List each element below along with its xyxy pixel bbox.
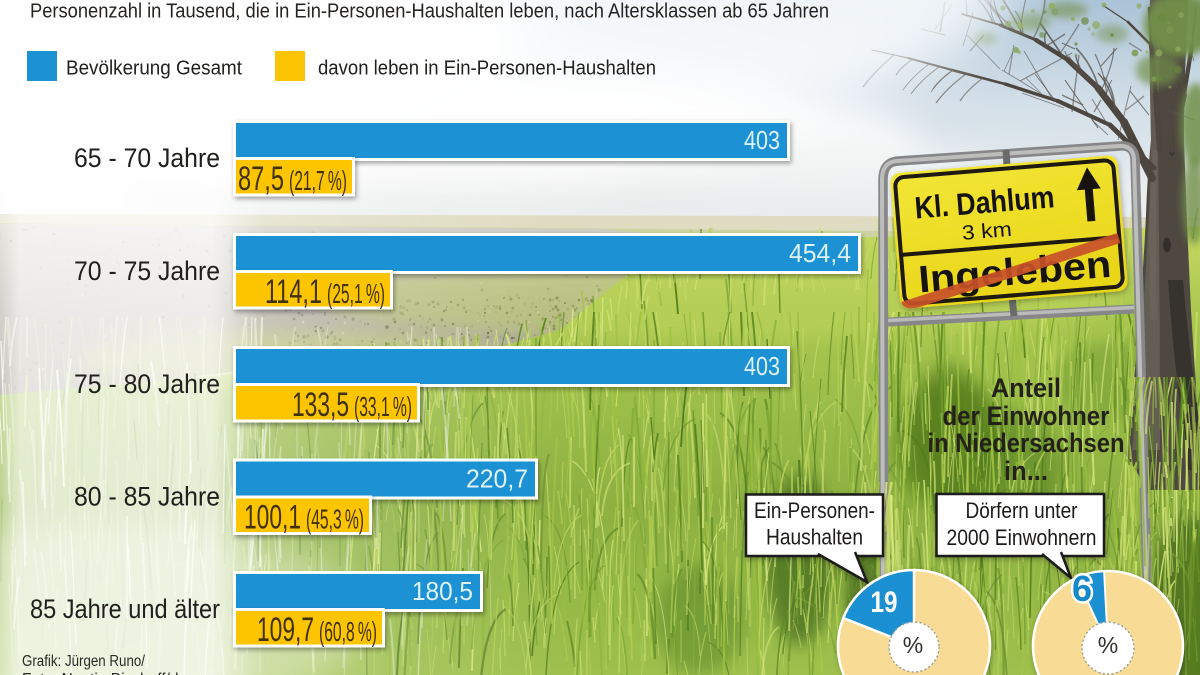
- svg-text:403: 403: [744, 125, 780, 155]
- svg-text:Anteil: Anteil: [991, 373, 1061, 403]
- svg-text:Foto: Nantje Bischoff/dpa: Foto: Nantje Bischoff/dpa: [22, 671, 196, 675]
- svg-text:114,1: 114,1: [265, 273, 322, 311]
- svg-text:(21,7 %): (21,7 %): [289, 165, 347, 196]
- svg-text:der Einwohner: der Einwohner: [943, 401, 1110, 431]
- svg-text:(60,8 %): (60,8 %): [319, 616, 377, 647]
- svg-text:100,1: 100,1: [244, 499, 301, 537]
- svg-text:180,5: 180,5: [412, 576, 473, 606]
- svg-text:3 km: 3 km: [961, 218, 1013, 245]
- svg-text:in Niedersachsen: in Niedersachsen: [928, 428, 1125, 458]
- svg-text:2000 Einwohnern: 2000 Einwohnern: [947, 525, 1097, 550]
- svg-text:220,7: 220,7: [466, 464, 528, 494]
- svg-text:109,7: 109,7: [257, 611, 314, 649]
- svg-text:6: 6: [1072, 568, 1092, 609]
- svg-text:Grafik: Jürgen Runo/: Grafik: Jürgen Runo/: [22, 653, 146, 670]
- svg-text:70 - 75 Jahre: 70 - 75 Jahre: [74, 256, 220, 286]
- svg-text:80 - 85 Jahre: 80 - 85 Jahre: [74, 482, 220, 512]
- svg-text:in...: in...: [1004, 456, 1048, 486]
- svg-text:Haushalten: Haushalten: [766, 525, 863, 550]
- svg-text:%: %: [903, 632, 923, 658]
- svg-text:(33,1 %): (33,1 %): [354, 391, 412, 422]
- svg-text:85 Jahre und älter: 85 Jahre und älter: [30, 594, 220, 624]
- svg-text:75 - 80 Jahre: 75 - 80 Jahre: [74, 369, 220, 399]
- svg-text:19: 19: [871, 586, 898, 619]
- svg-text:(45,3 %): (45,3 %): [306, 504, 364, 535]
- svg-text:454,4: 454,4: [789, 238, 851, 268]
- svg-text:%: %: [1098, 632, 1118, 658]
- svg-text:Ein-Personen-: Ein-Personen-: [754, 498, 875, 523]
- svg-text:Bevölkerung Gesamt: Bevölkerung Gesamt: [66, 58, 242, 80]
- svg-text:133,5: 133,5: [292, 386, 349, 424]
- svg-text:(25,1 %): (25,1 %): [327, 278, 385, 309]
- svg-text:87,5: 87,5: [238, 160, 284, 198]
- svg-text:Dörfern unter: Dörfern unter: [966, 498, 1078, 523]
- svg-text:Personenzahl in Tausend, die i: Personenzahl in Tausend, die in Ein-Pers…: [30, 1, 829, 23]
- svg-text:65 - 70 Jahre: 65 - 70 Jahre: [74, 143, 220, 173]
- svg-text:davon leben in Ein-Personen-Ha: davon leben in Ein-Personen-Haushalten: [318, 58, 656, 80]
- svg-text:403: 403: [744, 351, 780, 381]
